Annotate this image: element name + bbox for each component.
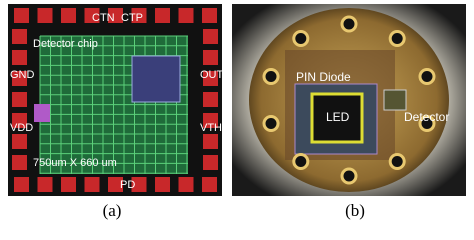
pad (37, 8, 53, 23)
pad (12, 92, 27, 107)
label: Detector (404, 110, 449, 124)
pad (203, 113, 218, 128)
pad (203, 92, 218, 107)
pin (292, 30, 310, 48)
pad (61, 8, 76, 23)
pad (12, 113, 27, 128)
pad (12, 134, 27, 149)
pad (178, 177, 194, 192)
label: PIN Diode (296, 70, 351, 84)
pad (12, 50, 27, 65)
pad-label: CTN (92, 12, 115, 24)
pad (203, 71, 218, 86)
pad (203, 29, 218, 44)
panel-b: PIN Diode LED Detector (232, 4, 466, 196)
pad (12, 155, 27, 170)
pad (14, 8, 29, 23)
pad (108, 8, 123, 23)
figure: Detector chip CTN CTP GND OUT VDD VTH 75… (8, 4, 466, 220)
pin (262, 68, 280, 86)
label: LED (326, 110, 350, 124)
circuit-block (131, 55, 181, 103)
panel-a: Detector chip CTN CTP GND OUT VDD VTH 75… (8, 4, 224, 196)
label: 750um X 660 um (33, 157, 117, 169)
led (310, 92, 364, 144)
pad (178, 8, 194, 23)
pad (202, 8, 217, 23)
pad-label: VDD (10, 122, 33, 134)
caption: (b) (345, 201, 365, 220)
pin (262, 114, 280, 132)
pad (203, 134, 218, 149)
pad (37, 177, 53, 192)
caption: (a) (103, 201, 122, 220)
detector-chip (383, 89, 407, 111)
pad-label: PD (120, 179, 135, 191)
pad-label: VTH (200, 122, 222, 134)
pin (418, 114, 436, 132)
pad (12, 71, 27, 86)
pin (340, 167, 358, 185)
page: Detector chip CTN CTP GND OUT VDD VTH 75… (8, 4, 466, 220)
pad (203, 155, 218, 170)
pad (155, 8, 170, 23)
pins (262, 15, 436, 185)
pad (61, 177, 76, 192)
pin (388, 152, 406, 170)
pin (292, 152, 310, 170)
pin (418, 68, 436, 86)
pad (131, 8, 147, 23)
pin (388, 30, 406, 48)
pad (155, 177, 170, 192)
pad (203, 50, 218, 65)
pad (84, 177, 100, 192)
label: Detector chip (33, 38, 98, 50)
pin (340, 15, 358, 33)
cell (34, 104, 50, 122)
pad (108, 177, 123, 192)
pad (14, 177, 29, 192)
pad (131, 177, 147, 192)
pad (202, 177, 217, 192)
pad-label: OUT (200, 69, 224, 81)
pad-label: CTP (121, 12, 143, 24)
pad (12, 29, 27, 44)
pad (84, 8, 100, 23)
pad-label: GND (10, 69, 35, 81)
